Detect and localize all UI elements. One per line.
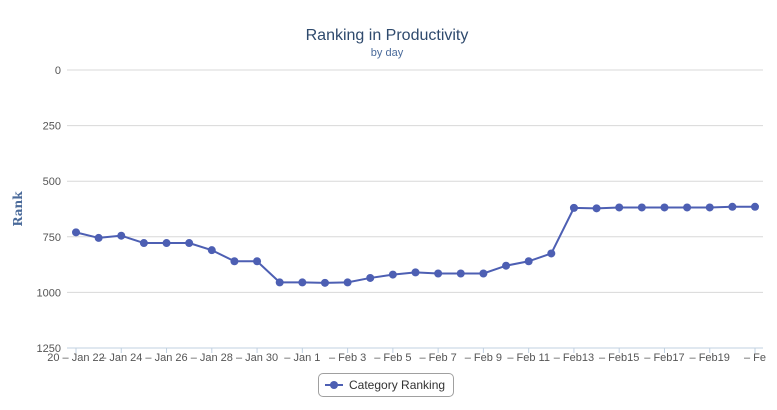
data-point[interactable] (705, 203, 714, 212)
data-point[interactable] (479, 269, 488, 278)
data-point[interactable] (230, 257, 239, 266)
data-point[interactable] (637, 203, 646, 212)
x-tick-label: – Feb17 (644, 352, 684, 364)
data-point[interactable] (615, 203, 624, 212)
x-tick-label: – Feb 5 (374, 352, 411, 364)
y-tick-label: 500 (43, 176, 61, 188)
chart-subtitle: by day (371, 47, 404, 59)
data-point[interactable] (117, 231, 126, 240)
x-tick-label: – Feb 11 (507, 352, 550, 364)
data-point[interactable] (592, 204, 601, 213)
data-point[interactable] (683, 203, 692, 212)
data-point[interactable] (434, 269, 443, 278)
y-tick-label: 1000 (37, 287, 61, 299)
data-point[interactable] (185, 239, 194, 248)
data-point[interactable] (162, 239, 171, 248)
data-point[interactable] (660, 203, 669, 212)
y-axis-label: Rank (11, 191, 25, 227)
y-tick-label: 750 (43, 232, 61, 244)
y-tick-label: 0 (55, 65, 61, 77)
data-point[interactable] (388, 270, 397, 279)
legend-label: Category Ranking (349, 378, 446, 392)
x-axis: 20 – Jan 22– Jan 24– Jan 26– Jan 28– Jan… (47, 347, 766, 364)
data-point[interactable] (547, 249, 556, 258)
data-point[interactable] (456, 269, 465, 278)
x-tick-label: – Jan 30 (236, 352, 278, 364)
data-point[interactable] (275, 278, 284, 287)
x-tick-label: – Feb15 (599, 352, 639, 364)
legend-item-category-ranking[interactable]: Category Ranking (318, 373, 454, 397)
x-tick-label: – Jan 1 (284, 352, 320, 364)
data-point[interactable] (524, 257, 533, 266)
x-tick-label: – Jan 26 (145, 352, 187, 364)
data-point[interactable] (253, 257, 262, 266)
x-tick-label: – Fe (744, 352, 766, 364)
x-tick-label: 20 – Jan 22 (47, 352, 105, 364)
x-tick-label: – Jan 28 (191, 352, 233, 364)
series-category-ranking (72, 202, 759, 287)
data-point[interactable] (94, 233, 103, 242)
data-point[interactable] (569, 203, 578, 212)
data-point[interactable] (139, 239, 148, 248)
x-tick-label: – Feb 9 (465, 352, 502, 364)
x-tick-label: – Jan 24 (100, 352, 142, 364)
data-point[interactable] (366, 273, 375, 282)
x-tick-label: – Feb13 (554, 352, 594, 364)
x-tick-label: – Feb 7 (419, 352, 456, 364)
data-point[interactable] (72, 228, 80, 237)
data-point[interactable] (411, 268, 420, 277)
data-point[interactable] (298, 278, 307, 287)
x-tick-label: – Feb 3 (329, 352, 366, 364)
data-point[interactable] (502, 261, 511, 270)
legend-marker-icon (325, 381, 343, 389)
y-axis-ticks: 0 250 500 750 1000 1250 (37, 65, 61, 355)
grid-lines (67, 69, 763, 349)
data-point[interactable] (207, 246, 216, 255)
x-tick-label: – Feb19 (690, 352, 730, 364)
data-point[interactable] (343, 278, 352, 287)
data-point[interactable] (320, 278, 329, 287)
data-point[interactable] (751, 202, 759, 211)
y-tick-label: 1250 (37, 343, 61, 355)
y-tick-label: 250 (43, 121, 61, 133)
data-point[interactable] (728, 202, 737, 211)
chart-title: Ranking in Productivity (306, 27, 469, 44)
